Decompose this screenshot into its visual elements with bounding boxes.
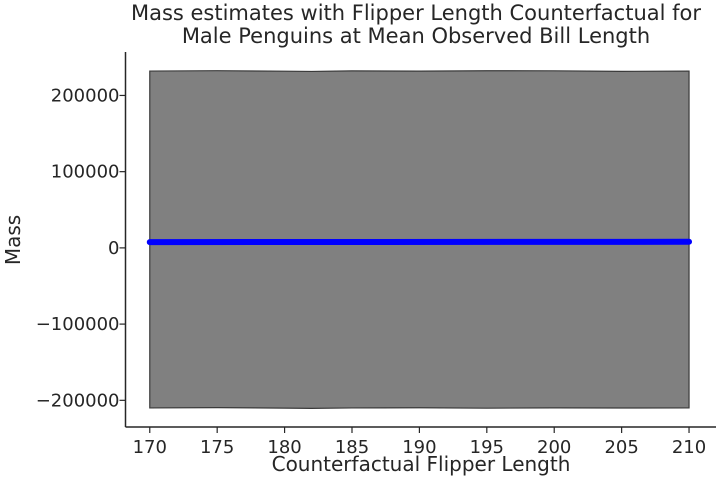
y-tick-label: 0 xyxy=(108,238,119,259)
x-tick-label: 180 xyxy=(267,437,301,458)
x-tick-label: 185 xyxy=(335,437,369,458)
plot-area xyxy=(146,70,693,410)
x-axis-ticks: 170 175 180 185 190 195 200 205 210 xyxy=(133,427,706,458)
chart-title-line-1: Mass estimates with Flipper Length Count… xyxy=(131,1,701,25)
x-tick-label: 170 xyxy=(133,437,167,458)
y-tick-label: 100000 xyxy=(51,162,120,183)
x-tick-label: 205 xyxy=(604,437,638,458)
x-tick-label: 175 xyxy=(200,437,234,458)
y-tick-label: 200000 xyxy=(51,85,120,106)
x-tick-label: 195 xyxy=(470,437,504,458)
x-tick-label: 190 xyxy=(402,437,436,458)
y-axis-label: Mass xyxy=(1,215,25,265)
x-tick-label: 200 xyxy=(537,437,571,458)
y-tick-label: −100000 xyxy=(36,314,120,335)
chart-title-line-2: Male Penguins at Mean Observed Bill Leng… xyxy=(182,24,650,48)
y-tick-label: −200000 xyxy=(36,390,120,411)
x-axis-label: Counterfactual Flipper Length xyxy=(272,452,571,476)
x-tick-label: 210 xyxy=(672,437,706,458)
y-axis-ticks: −200000 −100000 0 100000 200000 xyxy=(36,85,126,411)
